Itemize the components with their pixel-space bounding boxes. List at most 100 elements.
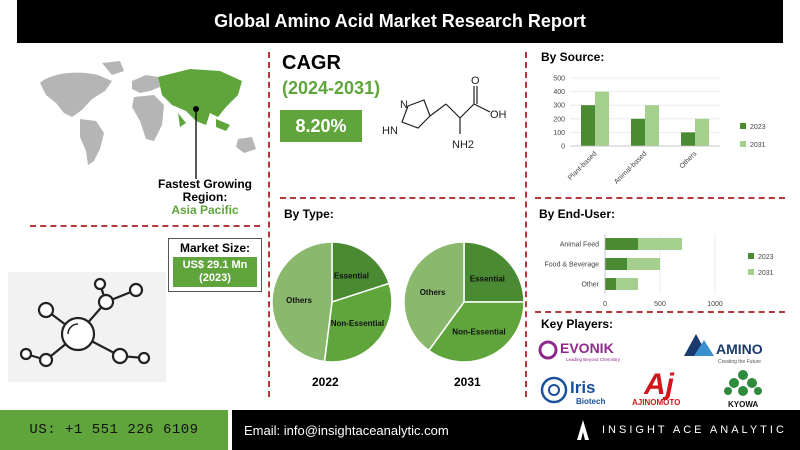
pie-slice-non_essential [323,282,393,363]
pie-label-non_essential: Non-Essential [331,319,384,328]
ajinomoto-logo: Aj AJINOMOTO [632,368,680,407]
divider-cagr [280,197,515,199]
footer-email[interactable]: Email: info@insightaceanalytic.com [232,410,557,450]
enduser-legend-label: 2031 [758,270,774,277]
amino-tagline: Creating the Future [718,359,761,365]
svg-text:Aj: Aj [643,368,675,401]
iris-sub: Biotech [576,397,605,406]
by-enduser-title: By End-User: [539,207,616,221]
pie-label-others: Others [286,296,312,305]
by-enduser-chart: 0 500 1000 Animal Feed Food & Beverage Other 2… [545,234,774,308]
footer-brand-text: INSIGHT ACE ANALYTIC [602,424,787,436]
report-title: Global Amino Acid Market Research Report [17,0,783,43]
by-source-title: By Source: [541,50,605,64]
source-bar-2031 [695,118,709,146]
market-size-label: Market Size: [179,241,251,255]
source-category-label: Others [679,150,699,170]
enduser-legend-swatch [748,253,754,259]
brand-logo-icon [577,420,589,440]
kyowa-logo: KYOWA [724,370,762,409]
mol-nh2: NH2 [452,139,474,151]
enduser-bar-2023 [605,238,638,250]
divider-source [535,197,785,199]
molecule-network-icon [8,272,166,382]
key-players-title: Key Players: [541,317,614,331]
mol-hn: HN [382,125,398,137]
footer-brand: INSIGHT ACE ANALYTIC [557,410,800,450]
by-type-pies: Essential Non-Essential Others Essential Non… [271,241,525,363]
enduser-category-label: Food & Beverage [545,262,600,269]
evonik-tagline: Leading Beyond Chemistry [566,357,621,362]
pie-slice-non_essential [427,301,525,363]
enduser-bar-2023 [605,278,616,290]
market-size-box: Market Size: US$ 29.1 Mn (2023) [168,238,262,292]
enduser-bar-2031 [627,258,660,270]
enduser-legend-swatch [748,269,754,275]
divider-left [268,52,270,397]
enduser-xtick: 1000 [707,301,723,308]
enduser-bar-2023 [605,258,627,270]
source-category-label: Plant-based [567,150,598,181]
source-ytick: 200 [553,116,565,123]
source-legend-swatch [740,141,746,147]
iris-biotech-logo: Iris Biotech [540,376,605,406]
source-bar-2023 [681,132,695,146]
mol-oh: OH [490,109,507,121]
pie-label-non_essential: Non-Essential [452,327,505,336]
divider-region [30,225,260,227]
enduser-xtick: 500 [654,301,666,308]
region-label: Fastest Growing Region: Asia Pacific [140,178,270,217]
source-bar-2023 [631,118,645,146]
source-bar-2031 [595,91,609,146]
region-value: Asia Pacific [171,203,239,217]
pie-label-essential: Essential [334,271,369,280]
pie-slice-essential [463,241,525,303]
enduser-xtick: 0 [603,301,607,308]
source-ytick: 0 [561,144,565,151]
iris-name: Iris [570,378,596,397]
source-category-label: Animal-based [613,150,648,185]
asia-pacific-region [158,69,242,125]
evonik-name: EVONIK [560,340,614,356]
pie-slice-others [403,241,465,352]
amino-logo: AMINO Creating the Future [684,334,763,365]
amino-name: AMINO [716,341,763,357]
pie-slice-essential [331,241,391,304]
region-title: Fastest Growing Region: [157,177,252,204]
pie-year-2022: 2022 [312,375,339,389]
enduser-category-label: Other [581,282,599,289]
ajinomoto-name: AJINOMOTO [632,398,680,407]
divider-right [525,52,527,397]
pie-year-2031: 2031 [454,375,481,389]
pie-slice-others [271,241,333,363]
cagr-value: 8.20% [280,110,362,142]
source-legend-label: 2031 [750,142,766,149]
source-legend-label: 2023 [750,124,766,131]
enduser-bar-2031 [616,278,638,290]
by-type-title: By Type: [284,207,334,221]
source-ytick: 100 [553,130,565,137]
source-legend-swatch [740,123,746,129]
kyowa-name: KYOWA [728,400,758,409]
pie-label-essential: Essential [470,275,505,284]
source-ytick: 400 [553,89,565,96]
mol-o: O [471,75,480,87]
pie-label-others: Others [420,288,446,297]
world-map [40,61,256,179]
cagr-title: CAGR [282,52,341,74]
source-ytick: 300 [553,103,565,110]
enduser-category-label: Animal Feed [560,242,599,249]
evonik-logo: EVONIK Leading Beyond Chemistry [538,340,621,362]
enduser-bar-2031 [638,238,682,250]
source-bar-2031 [645,105,659,146]
footer-phone[interactable]: US: +1 551 226 6109 [0,410,228,450]
divider-enduser [535,311,785,313]
enduser-legend-label: 2023 [758,254,774,261]
histidine-molecule: N HN O OH NH2 [382,75,507,151]
cagr-period: (2024-2031) [282,78,381,98]
source-ytick: 500 [553,76,565,83]
source-bar-2023 [581,105,595,146]
mol-n: N [400,99,408,111]
market-size-value: US$ 29.1 Mn (2023) [173,257,257,287]
